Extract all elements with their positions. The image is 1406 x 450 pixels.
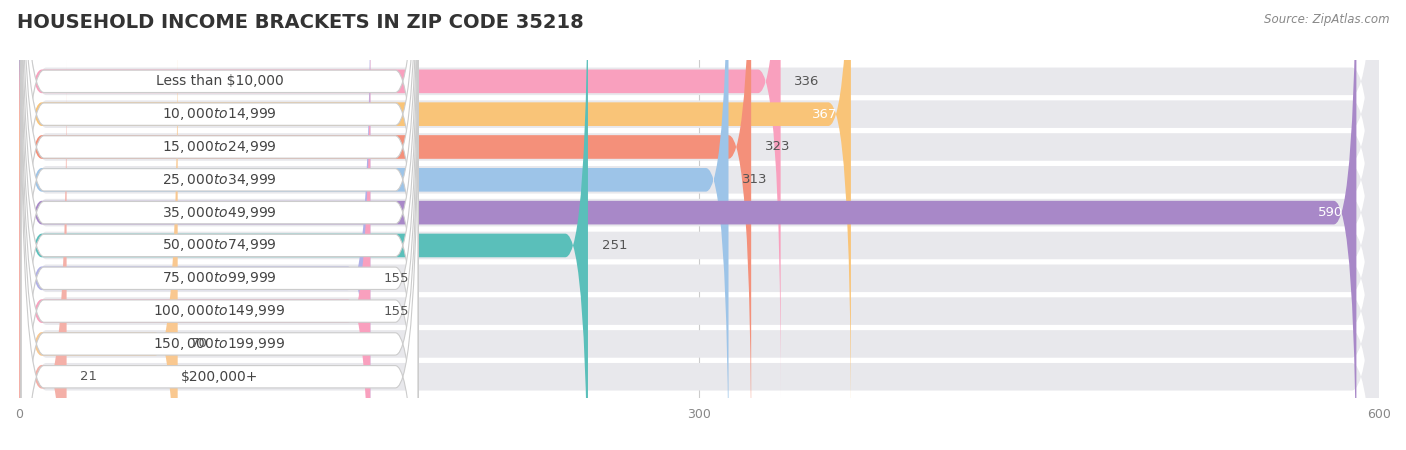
FancyBboxPatch shape xyxy=(20,0,1379,450)
Text: 155: 155 xyxy=(384,272,409,285)
Text: $75,000 to $99,999: $75,000 to $99,999 xyxy=(162,270,277,286)
Text: 251: 251 xyxy=(602,239,627,252)
FancyBboxPatch shape xyxy=(20,0,1379,450)
FancyBboxPatch shape xyxy=(21,0,418,450)
FancyBboxPatch shape xyxy=(20,0,728,450)
FancyBboxPatch shape xyxy=(20,0,370,450)
FancyBboxPatch shape xyxy=(21,27,418,450)
Text: $10,000 to $14,999: $10,000 to $14,999 xyxy=(162,106,277,122)
FancyBboxPatch shape xyxy=(20,0,1379,450)
FancyBboxPatch shape xyxy=(20,0,1379,450)
Text: $100,000 to $149,999: $100,000 to $149,999 xyxy=(153,303,285,319)
Text: Source: ZipAtlas.com: Source: ZipAtlas.com xyxy=(1264,14,1389,27)
Text: $25,000 to $34,999: $25,000 to $34,999 xyxy=(162,172,277,188)
FancyBboxPatch shape xyxy=(20,0,780,398)
Text: Less than $10,000: Less than $10,000 xyxy=(156,74,284,88)
FancyBboxPatch shape xyxy=(20,60,66,450)
Text: 367: 367 xyxy=(811,108,838,121)
FancyBboxPatch shape xyxy=(20,0,851,431)
Text: $200,000+: $200,000+ xyxy=(181,370,259,384)
Text: 313: 313 xyxy=(742,173,768,186)
FancyBboxPatch shape xyxy=(20,0,1379,450)
FancyBboxPatch shape xyxy=(20,0,1379,450)
Text: 155: 155 xyxy=(384,305,409,318)
Text: 323: 323 xyxy=(765,140,790,153)
FancyBboxPatch shape xyxy=(20,0,751,450)
FancyBboxPatch shape xyxy=(21,0,418,450)
Text: HOUSEHOLD INCOME BRACKETS IN ZIP CODE 35218: HOUSEHOLD INCOME BRACKETS IN ZIP CODE 35… xyxy=(17,14,583,32)
Text: 590: 590 xyxy=(1317,206,1343,219)
FancyBboxPatch shape xyxy=(21,0,418,450)
Text: $150,000 to $199,999: $150,000 to $199,999 xyxy=(153,336,285,352)
FancyBboxPatch shape xyxy=(20,27,177,450)
Text: $50,000 to $74,999: $50,000 to $74,999 xyxy=(162,238,277,253)
FancyBboxPatch shape xyxy=(20,0,1379,450)
FancyBboxPatch shape xyxy=(20,0,370,450)
FancyBboxPatch shape xyxy=(21,0,418,398)
FancyBboxPatch shape xyxy=(20,0,1379,450)
FancyBboxPatch shape xyxy=(21,0,418,450)
FancyBboxPatch shape xyxy=(21,60,418,450)
FancyBboxPatch shape xyxy=(21,0,418,450)
Text: 21: 21 xyxy=(80,370,97,383)
FancyBboxPatch shape xyxy=(21,0,418,431)
Text: 336: 336 xyxy=(794,75,820,88)
FancyBboxPatch shape xyxy=(20,0,1357,450)
FancyBboxPatch shape xyxy=(21,0,418,450)
FancyBboxPatch shape xyxy=(20,0,588,450)
Text: $15,000 to $24,999: $15,000 to $24,999 xyxy=(162,139,277,155)
Text: $35,000 to $49,999: $35,000 to $49,999 xyxy=(162,205,277,220)
FancyBboxPatch shape xyxy=(20,0,1379,450)
Text: 70: 70 xyxy=(191,338,208,351)
FancyBboxPatch shape xyxy=(20,0,1379,450)
